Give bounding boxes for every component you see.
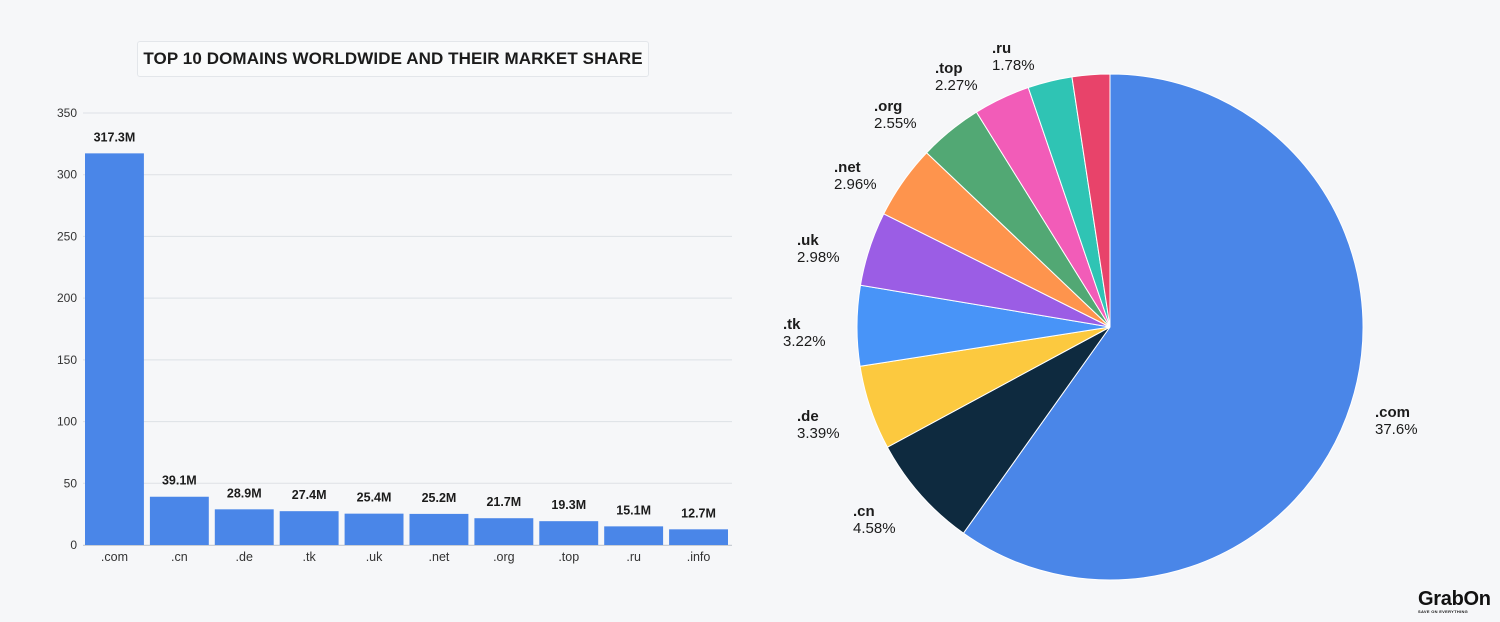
bar-value-label: 317.3M [94,130,136,144]
bar [85,153,144,545]
slice-name-label: .tk [783,316,801,333]
chart-title: TOP 10 DOMAINS WORLDWIDE AND THEIR MARKE… [137,41,649,77]
bar-value-label: 12.7M [681,506,716,520]
y-tick-label: 300 [57,168,77,182]
bar-value-label: 25.4M [357,491,392,505]
pie-slice [886,326,1111,534]
bar [149,496,209,545]
y-tick-label: 250 [57,229,77,243]
x-tick-label: .org [493,550,515,564]
y-tick-label: 350 [57,106,77,120]
grabon-logo: GrabOn SAVE ON EVERYTHING [1418,588,1494,618]
pie-slice [1071,73,1111,328]
slice-value-label: 2.55% [874,115,917,132]
slice-value-label: 2.98% [797,249,840,266]
slice-name-label: .net [834,159,861,176]
x-tick-label: .ru [626,550,641,564]
bar [474,518,534,545]
y-tick-label: 150 [57,353,77,367]
bar-value-label: 28.9M [227,486,262,500]
bar [344,513,404,545]
bar [214,509,274,545]
slice-value-label: 4.58% [853,520,896,537]
slice-value-label: 1.78% [992,57,1035,74]
bar-value-label: 39.1M [162,474,197,488]
slice-value-label: 2.27% [935,77,978,94]
x-tick-label: .top [558,550,579,564]
x-tick-label: .uk [366,550,383,564]
slice-name-label: .ru [992,40,1011,57]
bar-value-label: 19.3M [551,498,586,512]
slice-value-label: 3.22% [783,333,826,350]
x-tick-label: .de [236,550,253,564]
slice-name-label: .top [935,60,963,77]
bar-value-label: 27.4M [292,488,327,502]
bar [604,526,664,545]
y-tick-label: 100 [57,415,77,429]
slice-value-label: 37.6% [1375,421,1418,438]
y-tick-label: 50 [64,476,78,490]
bar [539,521,599,545]
bar-chart: 0 50 100 150 200 250 300 350 317.3M .com 39.1M .cn 2… [57,106,732,564]
pie-slice [962,73,1364,581]
slice-name-label: .org [874,98,902,115]
slice-value-label: 3.39% [797,425,840,442]
slice-name-label: .uk [797,232,819,249]
logo-tagline: SAVE ON EVERYTHING [1418,609,1469,614]
y-tick-label: 0 [70,538,77,552]
x-tick-label: .cn [171,550,188,564]
slice-name-label: .com [1375,404,1410,421]
x-tick-label: .info [687,550,711,564]
slice-value-label: 2.96% [834,176,877,193]
y-tick-label: 200 [57,291,77,305]
bar [279,511,339,545]
slice-name-label: .cn [853,503,875,520]
bar-value-label: 15.1M [616,503,651,517]
x-tick-label: .com [101,550,128,564]
bar-value-label: 25.2M [422,491,457,505]
bar [409,513,469,545]
bar [669,529,728,545]
x-tick-label: .tk [303,550,317,564]
logo-name: GrabOn [1418,588,1491,610]
bar-value-label: 21.7M [486,495,521,509]
x-tick-label: .net [429,550,450,564]
slice-name-label: .de [797,408,819,425]
